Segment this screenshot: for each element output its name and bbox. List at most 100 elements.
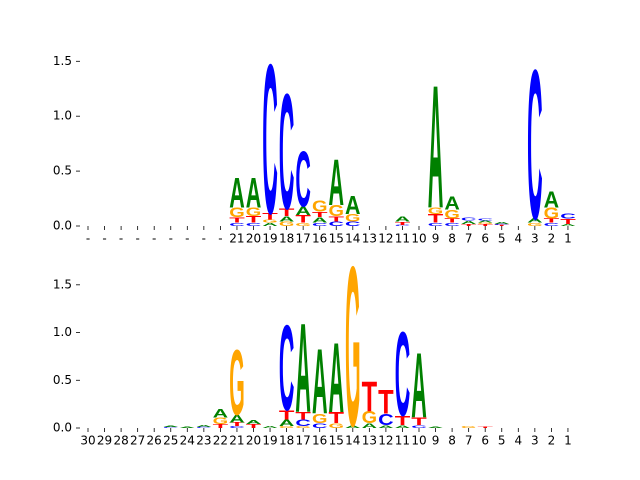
letter: T: [312, 210, 328, 218]
letter: A: [295, 297, 311, 439]
x-tick-label: 9: [432, 434, 440, 448]
x-tick-label: 7: [465, 232, 473, 246]
x-tick-label: 11: [395, 232, 410, 246]
letter: T: [329, 409, 345, 427]
x-tick-label: 17: [296, 434, 311, 448]
letter: G: [312, 411, 328, 426]
x-tick-label: 23: [196, 434, 211, 448]
y-tick-label: 0.0: [53, 421, 72, 435]
x-tick-label: -: [135, 232, 139, 246]
letter: G: [444, 208, 460, 222]
letter: T: [295, 213, 311, 225]
letter: A: [180, 427, 196, 428]
letter: A: [229, 413, 245, 425]
x-tick-label: -: [86, 232, 90, 246]
x-tick-label: 14: [345, 232, 360, 246]
y-tick-label: 0.5: [53, 164, 72, 178]
letter: C: [411, 424, 427, 428]
letter: A: [329, 145, 345, 219]
x-tick-label: 4: [514, 232, 522, 246]
x-tick-label: -: [102, 232, 106, 246]
letter: A: [312, 216, 328, 224]
x-tick-label: 18: [279, 434, 294, 448]
y-tick-label: 1.0: [53, 325, 72, 339]
letter: G: [461, 426, 477, 429]
letter: A: [527, 217, 543, 224]
letter: A: [444, 193, 460, 213]
letter: T: [544, 217, 560, 224]
letter: T: [477, 427, 493, 428]
x-tick-label: 29: [97, 434, 112, 448]
letter: C: [428, 222, 444, 227]
letter: T: [560, 217, 576, 225]
x-tick-label: -: [119, 232, 123, 246]
x-tick-label: 6: [481, 232, 489, 246]
letter: A: [362, 422, 378, 429]
letter: G: [246, 205, 262, 219]
x-tick-label: 19: [262, 434, 277, 448]
letter: C: [246, 222, 262, 227]
letter: T: [246, 215, 262, 225]
x-tick-label: 17: [296, 232, 311, 246]
x-tick-label: 25: [163, 434, 178, 448]
letter: C: [345, 221, 361, 228]
letter: A: [560, 223, 576, 226]
letter: T: [229, 216, 245, 224]
letter: A: [312, 331, 328, 434]
letter: C: [560, 212, 576, 220]
x-tick-label: 13: [362, 232, 377, 246]
letter: G: [345, 212, 361, 224]
x-tick-label: 30: [80, 434, 95, 448]
letter: A: [345, 191, 361, 220]
letter: A: [345, 424, 361, 428]
letter: T: [461, 223, 477, 226]
x-tick-label: 7: [465, 434, 473, 448]
letter: A: [163, 426, 179, 427]
letter: C: [295, 418, 311, 428]
letter: T: [213, 423, 229, 429]
x-tick-label: -: [185, 232, 189, 246]
x-tick-label: 2: [548, 232, 556, 246]
x-tick-label: -: [169, 232, 173, 246]
x-tick-label: 16: [312, 434, 327, 448]
x-tick-label: 22: [213, 434, 228, 448]
letter: A: [428, 427, 444, 428]
x-tick-label: 8: [448, 434, 456, 448]
x-tick-label: -: [218, 232, 222, 246]
y-tick-label: 1.5: [53, 277, 72, 291]
letter: C: [527, 26, 543, 264]
x-tick-label: 10: [411, 434, 426, 448]
letter: A: [279, 418, 295, 428]
letter: C: [329, 221, 345, 228]
letter: G: [262, 219, 278, 224]
x-tick-label: 15: [329, 434, 344, 448]
x-tick-label: 26: [147, 434, 162, 448]
letter: T: [477, 223, 493, 226]
letter: C: [295, 135, 311, 224]
x-tick-label: 15: [329, 232, 344, 246]
x-tick-label: 1: [564, 232, 572, 246]
letter: T: [378, 382, 394, 421]
letter: C: [494, 224, 510, 226]
x-tick-label: 24: [180, 434, 195, 448]
letter: G: [279, 426, 295, 429]
letter: T: [494, 225, 510, 227]
x-tick-label: 21: [229, 434, 244, 448]
letter: A: [378, 424, 394, 428]
letter: C: [312, 222, 328, 227]
x-tick-label: 2: [548, 434, 556, 448]
x-tick-label: 14: [345, 434, 360, 448]
letter: T: [411, 416, 427, 428]
x-tick-label: -: [202, 232, 206, 246]
letter: C: [279, 60, 295, 244]
letter: T: [329, 215, 345, 223]
x-tick-label: 27: [130, 434, 145, 448]
letter: A: [494, 221, 510, 224]
x-tick-label: 19: [262, 232, 277, 246]
letter: C: [229, 426, 245, 429]
letter: A: [262, 222, 278, 227]
y-tick-label: 1.5: [53, 54, 72, 68]
letter: T: [262, 211, 278, 221]
letter: C: [163, 427, 179, 428]
